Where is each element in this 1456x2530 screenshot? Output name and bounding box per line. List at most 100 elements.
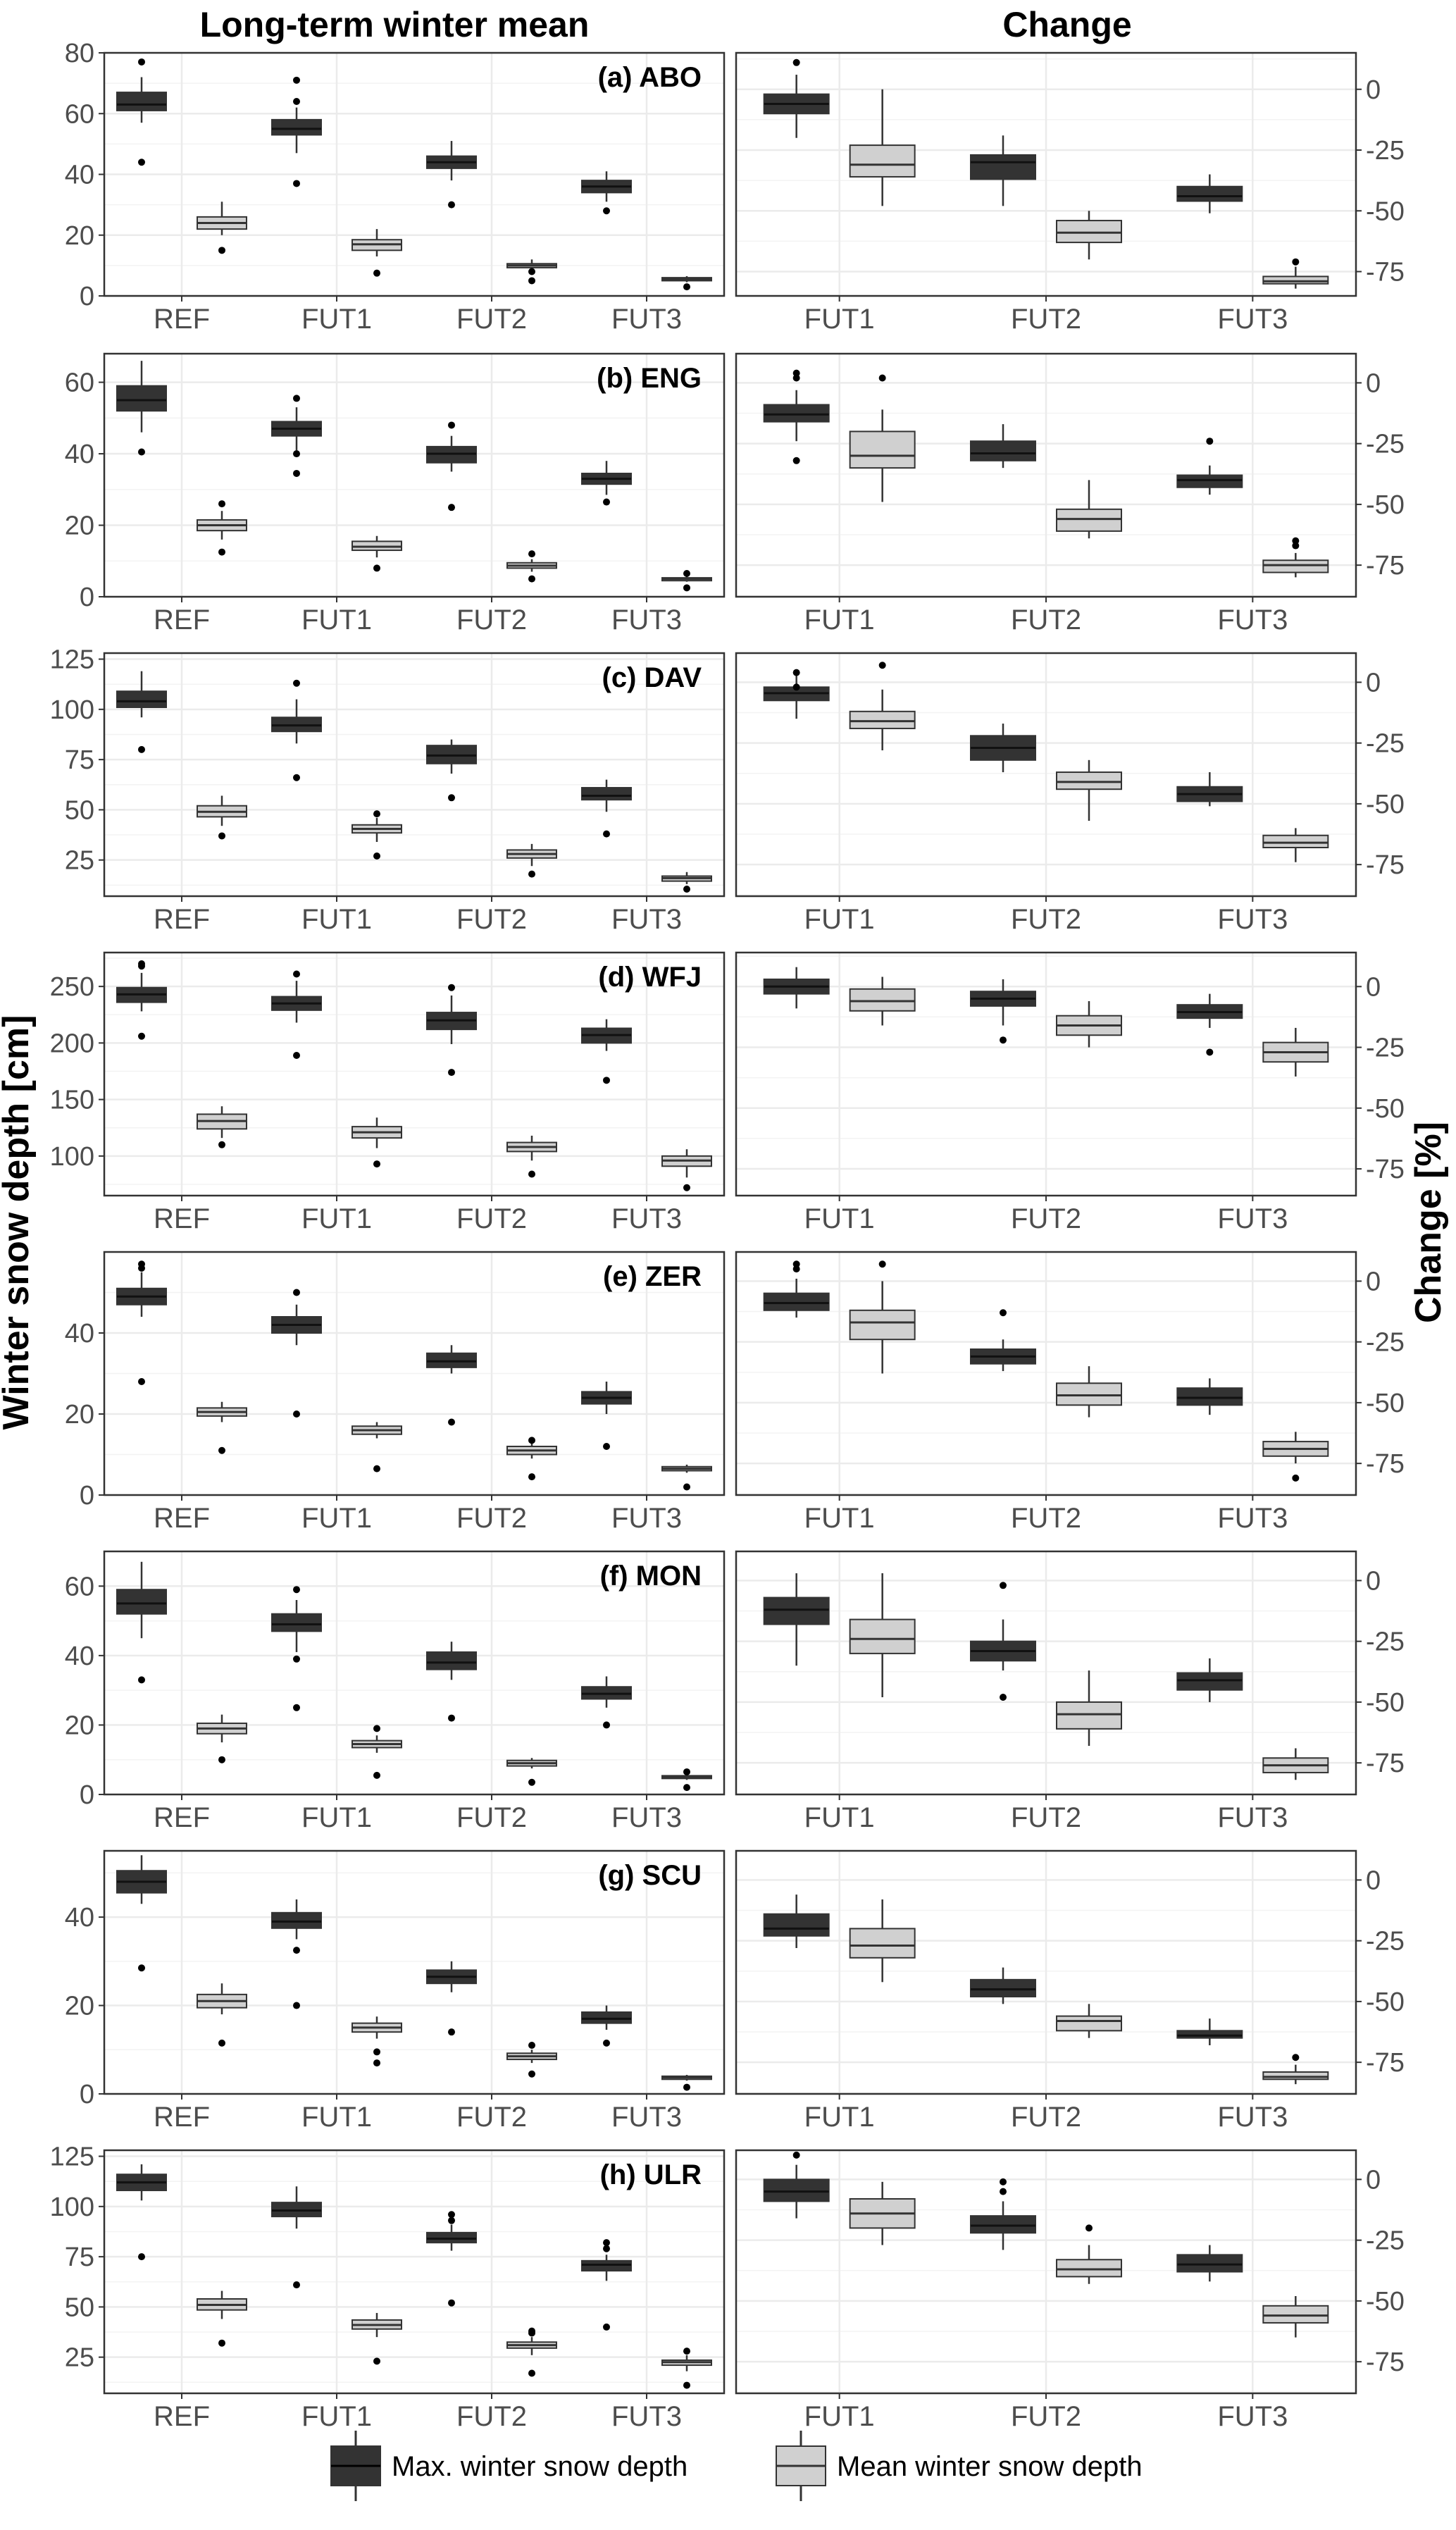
box-iqr [849, 1618, 916, 1654]
outlier-point [683, 1483, 690, 1491]
box-max [116, 361, 167, 456]
box-mean [197, 1106, 247, 1148]
y-tick-label: -25 [1366, 1927, 1405, 1957]
outlier-point [528, 1778, 535, 1786]
panel-border [735, 2149, 1357, 2395]
panel-border [735, 352, 1357, 598]
outlier-point [293, 1586, 300, 1594]
y-tick-label: -75 [1366, 1749, 1405, 1778]
box-mean [661, 275, 712, 291]
box-mean [849, 374, 916, 502]
outlier-point [293, 395, 300, 402]
x-tick-label: FUT1 [804, 1802, 875, 1833]
panel-border [735, 652, 1357, 898]
outlier-point [792, 1265, 800, 1273]
x-tick-label: FUT3 [1217, 2401, 1288, 2432]
outlier-point [138, 745, 145, 753]
y-tick-label: 0 [1366, 1566, 1381, 1596]
outlier-point [683, 570, 690, 578]
x-tick-label: FUT1 [301, 2102, 372, 2133]
x-tick-label: FUT1 [301, 1203, 372, 1234]
x-tick-label: FUT1 [301, 1802, 372, 1833]
outlier-point [293, 2002, 300, 2009]
box-max [426, 1642, 477, 1722]
y-tick-label: -25 [1366, 430, 1405, 459]
box-mean [351, 535, 402, 572]
outlier-point [1206, 1048, 1214, 1056]
panel-right-3: 0 -25 -50 -75 FUT1 FUT2 FUT3 [735, 652, 1405, 935]
x-tick-label: FUT1 [301, 2401, 372, 2432]
outlier-point [528, 870, 535, 878]
box-max [271, 1586, 322, 1711]
outlier-point [138, 2253, 145, 2261]
y-tick-label: 0 [80, 2080, 94, 2109]
box-mean [197, 201, 247, 254]
box-max [426, 739, 477, 802]
outlier-point [603, 1443, 610, 1450]
legend-label-max: Max. winter snow depth [392, 2451, 687, 2482]
box-iqr [116, 385, 167, 412]
panel-border [735, 951, 1357, 1197]
box-iqr [1262, 559, 1329, 573]
y-tick-label: -75 [1366, 551, 1405, 581]
outlier-point [1000, 1309, 1007, 1317]
outlier-point [138, 1964, 145, 1972]
outlier-point [373, 1725, 380, 1732]
outlier-point [448, 1069, 455, 1077]
y-tick-label: -75 [1366, 1155, 1405, 1184]
outlier-point [683, 886, 690, 893]
outlier-point [138, 960, 145, 968]
box-mean [351, 229, 402, 277]
legend-label-mean: Mean winter snow depth [837, 2451, 1143, 2482]
outlier-point [448, 2028, 455, 2036]
box-mean [661, 1149, 712, 1191]
box-max [763, 58, 830, 138]
box-max [1176, 993, 1243, 1056]
box-max [426, 984, 477, 1077]
box-iqr [970, 440, 1036, 461]
outlier-point [1000, 1694, 1007, 1701]
box-max [116, 671, 167, 753]
box-iqr [116, 690, 167, 708]
outlier-point [293, 1289, 300, 1296]
y-tick-label: 20 [65, 221, 94, 251]
box-mean [661, 872, 712, 893]
box-mean [661, 570, 712, 592]
box-mean [506, 259, 557, 285]
box-max [271, 679, 322, 781]
y-tick-label: -50 [1366, 1988, 1405, 2017]
station-label: (d) WFJ [598, 962, 702, 993]
outlier-point [373, 564, 380, 572]
y-tick-label: 0 [1366, 75, 1381, 105]
outlier-point [1000, 1036, 1007, 1044]
outlier-point [293, 1947, 300, 1954]
box-iqr [1262, 2305, 1329, 2324]
y-tick-label: -50 [1366, 197, 1405, 226]
outlier-point [792, 2151, 800, 2159]
outlier-point [528, 2042, 535, 2049]
x-tick-label: FUT1 [301, 304, 372, 335]
box-max [1176, 2245, 1243, 2282]
outlier-point [218, 2039, 225, 2047]
x-tick-label: FUT3 [611, 604, 682, 635]
box-mean [506, 1758, 557, 1786]
y-tick-label: -50 [1366, 1688, 1405, 1718]
y-tick-label: -75 [1366, 2348, 1405, 2377]
panel-right-5: 0 -25 -50 -75 FUT1 FUT2 FUT3 [735, 1251, 1405, 1534]
box-mean [197, 1714, 247, 1763]
outlier-point [792, 374, 800, 382]
box-mean [351, 1725, 402, 1779]
box-iqr [1056, 220, 1122, 244]
y-tick-label: 125 [50, 2143, 94, 2172]
box-mean [197, 2290, 247, 2347]
box-max [271, 970, 322, 1060]
box-iqr [116, 92, 167, 111]
outlier-point [603, 2239, 610, 2247]
x-tick-label: FUT1 [804, 604, 875, 635]
box-max [763, 967, 830, 1009]
outlier-point [603, 1077, 610, 1084]
box-mean [506, 550, 557, 583]
x-tick-label: FUT3 [1217, 304, 1288, 335]
outlier-point [603, 2039, 610, 2047]
outlier-point [603, 2323, 610, 2331]
